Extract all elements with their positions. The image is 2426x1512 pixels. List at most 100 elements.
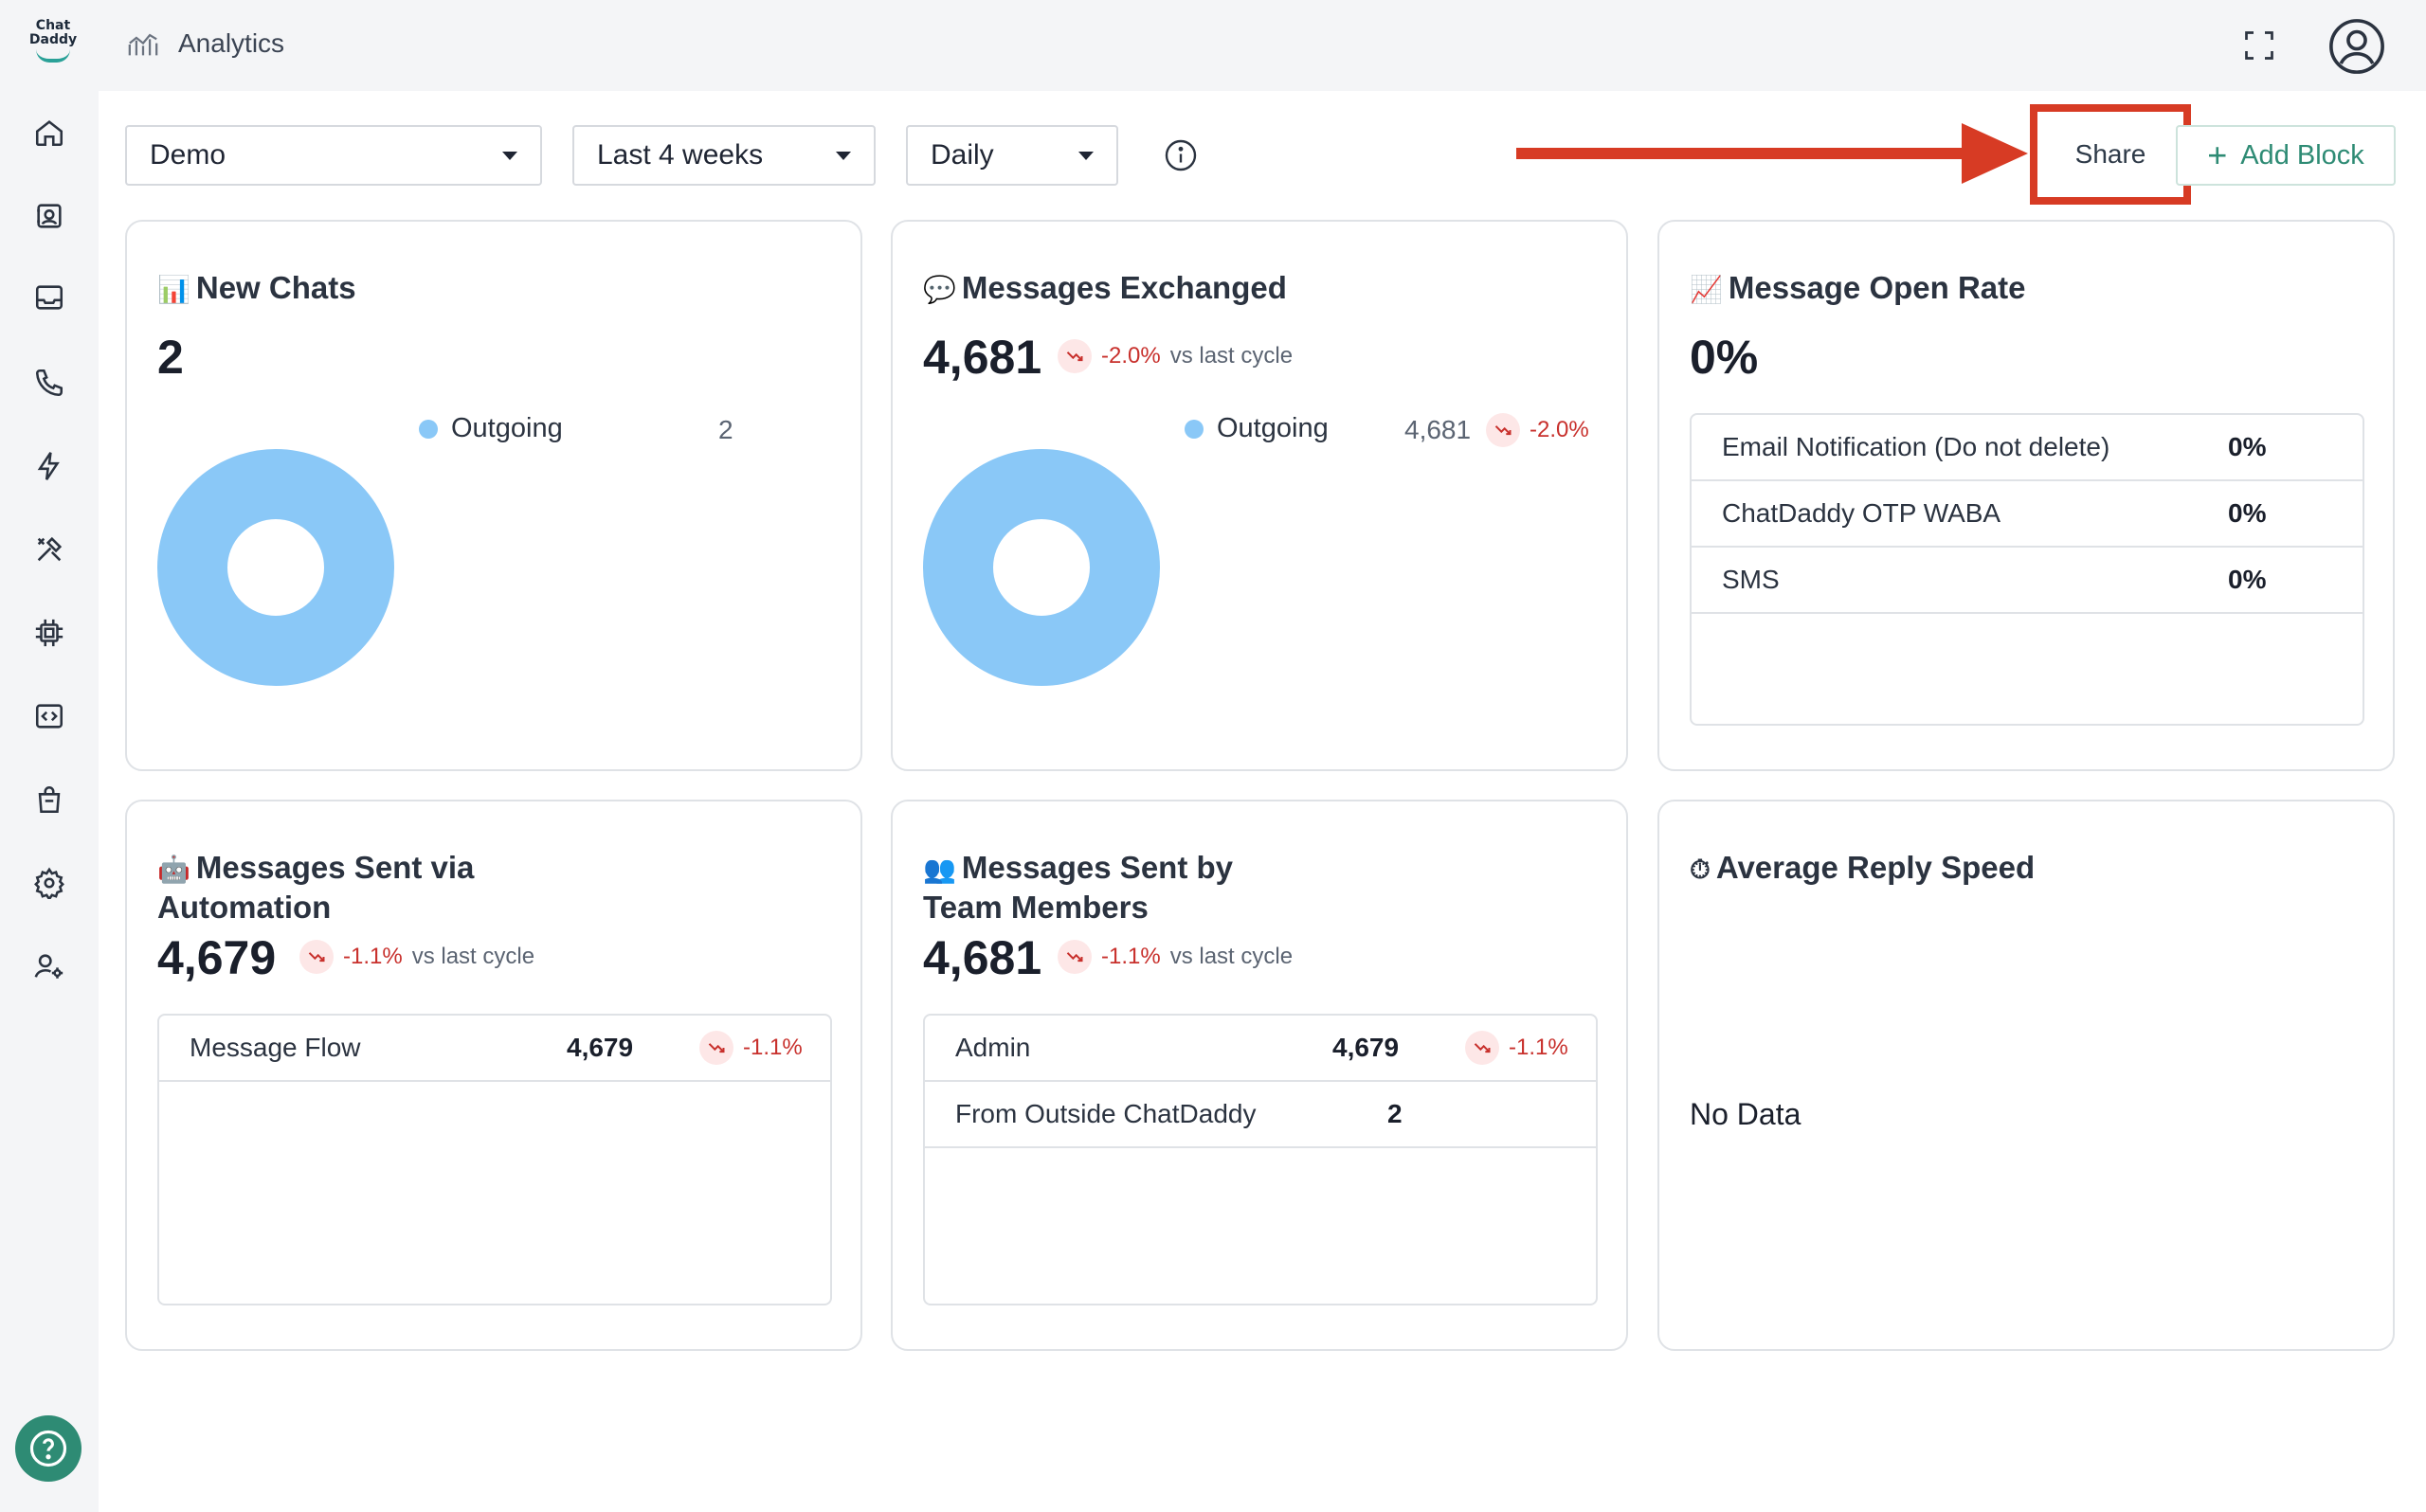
legend-dot — [419, 419, 438, 439]
card-messages-team: 👥 Messages Sent by Team Members 4,681 -1.… — [891, 800, 1628, 1351]
card-new-chats: 📊 New Chats 2 Outgoing 2 — [125, 220, 862, 771]
team-table: Admin 4,679 -1.1% From Outside ChatDaddy… — [923, 1014, 1598, 1305]
card-title-text: Message Open Rate — [1728, 270, 2026, 305]
row-label: From Outside ChatDaddy — [955, 1099, 1257, 1128]
trend-down-icon — [1465, 1031, 1499, 1065]
trend-indicator: -1.1% vs last cycle — [299, 940, 534, 974]
user-settings-icon[interactable] — [30, 947, 68, 985]
donut-slice-outgoing — [157, 449, 394, 686]
trend-percent: -1.1% — [1101, 944, 1161, 969]
row-value: 2 — [1387, 1099, 1403, 1128]
stopwatch-emoji-icon: ⏱ — [1690, 855, 1711, 884]
phone-icon[interactable] — [30, 364, 68, 402]
legend-item: Outgoing — [1185, 413, 1329, 444]
tools-icon[interactable] — [30, 531, 68, 568]
metric-value: 4,679 — [157, 931, 277, 984]
chevron-down-icon — [502, 151, 517, 160]
metric-value: 0% — [1690, 331, 1759, 384]
row-trend-percent: -1.1% — [743, 1035, 803, 1060]
card-title: ⏱ Average Reply Speed — [1690, 849, 2035, 889]
home-icon[interactable] — [30, 114, 68, 152]
row-trend: -1.1% — [1465, 1031, 1568, 1065]
legend-trend-percent: -2.0% — [1530, 417, 1589, 442]
add-block-label: Add Block — [2240, 139, 2364, 171]
card-title-text: Average Reply Speed — [1715, 850, 2036, 885]
bar-chart-emoji-icon: 📊 — [157, 275, 190, 304]
shop-bag-icon[interactable] — [30, 781, 68, 819]
trend-suffix: vs last cycle — [1169, 944, 1294, 969]
no-data-text: No Data — [1690, 1097, 1801, 1131]
card-average-reply-speed: ⏱ Average Reply Speed No Data — [1657, 800, 2395, 1351]
metric-value: 4,681 — [923, 331, 1042, 384]
row-label: ChatDaddy OTP WABA — [1722, 498, 2001, 528]
chevron-down-icon — [1078, 151, 1094, 160]
help-button[interactable] — [15, 1415, 81, 1482]
donut-chart[interactable] — [157, 449, 394, 686]
table-row[interactable]: SMS 0% — [1692, 548, 2363, 614]
legend-value: 4,681 — [1404, 415, 1472, 444]
settings-gear-icon[interactable] — [30, 864, 68, 902]
annotation-arrow — [1516, 123, 2028, 184]
dashboard-select-value: Demo — [150, 139, 226, 171]
table-row[interactable]: ChatDaddy OTP WABA 0% — [1692, 481, 2363, 548]
code-icon[interactable] — [30, 697, 68, 735]
table-row[interactable]: From Outside ChatDaddy 2 — [925, 1082, 1596, 1148]
trend-suffix: vs last cycle — [1169, 343, 1294, 369]
inbox-icon[interactable] — [30, 279, 68, 316]
donut-chart[interactable] — [923, 449, 1160, 686]
trend-percent: -1.1% — [343, 944, 403, 969]
fullscreen-icon[interactable] — [2242, 28, 2276, 67]
date-range-select[interactable]: Last 4 weeks — [572, 125, 876, 186]
legend-label: Outgoing — [451, 413, 563, 443]
logo-smile — [36, 49, 70, 63]
legend-label: Outgoing — [1217, 413, 1329, 443]
chatdaddy-logo[interactable]: Chat Daddy — [23, 19, 83, 72]
legend-item: Outgoing — [419, 413, 563, 444]
card-messages-exchanged: 💬 Messages Exchanged 4,681 -2.0% vs last … — [891, 220, 1628, 771]
card-title: 💬 Messages Exchanged — [923, 269, 1287, 309]
table-row[interactable]: Email Notification (Do not delete) 0% — [1692, 415, 2363, 481]
interval-select[interactable]: Daily — [906, 125, 1118, 186]
row-value: 4,679 — [1332, 1033, 1400, 1062]
card-title-line2: Automation — [157, 890, 332, 925]
people-emoji-icon: 👥 — [923, 855, 956, 884]
trend-percent: -2.0% — [1101, 343, 1161, 369]
row-value: 0% — [2228, 432, 2267, 461]
user-avatar-icon[interactable] — [2327, 17, 2386, 81]
chevron-down-icon — [836, 151, 851, 160]
chip-icon[interactable] — [30, 614, 68, 652]
table-row[interactable]: Admin 4,679 -1.1% — [925, 1016, 1596, 1082]
row-label: Email Notification (Do not delete) — [1722, 432, 2110, 461]
logo-text-line1: Chat — [35, 18, 71, 33]
row-label: Message Flow — [190, 1033, 361, 1062]
add-block-button[interactable]: + Add Block — [2176, 125, 2396, 186]
card-title-line1: Messages Sent by — [961, 850, 1233, 885]
info-icon[interactable] — [1164, 138, 1198, 177]
robot-emoji-icon: 🤖 — [157, 855, 190, 884]
card-title-text: Messages Exchanged — [961, 270, 1287, 305]
row-label: SMS — [1722, 565, 1780, 594]
share-button[interactable]: Share — [2030, 104, 2191, 205]
sidebar: Chat Daddy — [0, 0, 99, 1512]
help-question-icon — [29, 1430, 67, 1467]
legend-trend: -2.0% — [1486, 413, 1589, 447]
dashboard-select[interactable]: Demo — [125, 125, 542, 186]
row-label: Admin — [955, 1033, 1031, 1062]
plus-icon: + — [2207, 135, 2228, 174]
lightning-icon[interactable] — [30, 447, 68, 485]
row-value: 4,679 — [567, 1033, 634, 1062]
trend-up-emoji-icon: 📈 — [1690, 275, 1723, 304]
trend-indicator: -2.0% vs last cycle — [1058, 339, 1293, 373]
trend-indicator: -1.1% vs last cycle — [1058, 940, 1293, 974]
contacts-icon[interactable] — [30, 197, 68, 235]
share-button-label: Share — [2074, 139, 2146, 169]
table-row[interactable]: Message Flow 4,679 -1.1% — [159, 1016, 830, 1082]
row-trend: -1.1% — [699, 1031, 803, 1065]
trend-down-icon — [1058, 940, 1092, 974]
card-title-line2: Team Members — [923, 890, 1149, 925]
logo-text-line2: Daddy — [28, 32, 78, 47]
trend-down-icon — [1058, 339, 1092, 373]
trend-down-icon — [1486, 413, 1520, 447]
trend-down-icon — [299, 940, 334, 974]
legend-value: 2 — [718, 415, 733, 444]
